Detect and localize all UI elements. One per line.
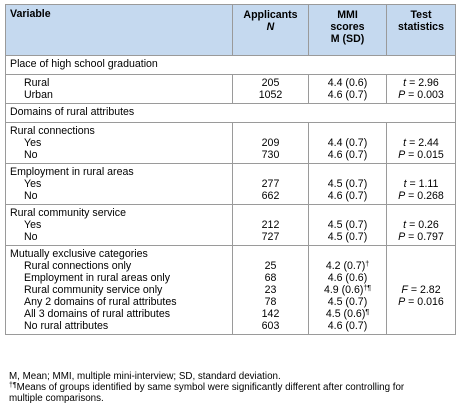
score-value: 4.4 (0.6) bbox=[327, 77, 368, 89]
significance-symbol: †¶ bbox=[363, 285, 372, 292]
n-value: 25 bbox=[264, 260, 277, 272]
n-value: 662 bbox=[261, 190, 280, 202]
row-label-yes: Yes bbox=[24, 219, 42, 231]
p-value: P = 0.268 bbox=[398, 190, 444, 202]
n-value: 205 bbox=[261, 77, 280, 89]
row-label: Any 2 domains of rural attributes bbox=[24, 296, 177, 308]
header-mmi-label: MMI bbox=[337, 9, 358, 21]
score-value: 4.6 (0.7) bbox=[327, 149, 368, 161]
n-value: 1052 bbox=[258, 89, 283, 101]
score-value: 4.6 (0.7) bbox=[327, 89, 368, 101]
n-value: 727 bbox=[261, 231, 280, 243]
header-mmi: MMI scores M (SD) bbox=[308, 4, 387, 56]
score-value: 4.6 (0.7) bbox=[327, 190, 368, 202]
p-value: P = 0.016 bbox=[398, 296, 444, 308]
row-label-urban: Urban bbox=[24, 89, 53, 101]
group-title-employment: Employment in rural areas bbox=[10, 166, 134, 178]
row-label-no: No bbox=[24, 190, 38, 202]
n-value: 78 bbox=[264, 296, 277, 308]
footnotes: M, Mean; MMI, multiple mini-interview; S… bbox=[9, 371, 455, 404]
significance-symbol: † bbox=[365, 261, 370, 268]
section-title-domains: Domains of rural attributes bbox=[5, 103, 456, 123]
row-label: No rural attributes bbox=[24, 320, 109, 332]
header-mmi-msd: M (SD) bbox=[330, 33, 365, 45]
row-label-yes: Yes bbox=[24, 137, 42, 149]
p-value: P = 0.797 bbox=[398, 231, 444, 243]
row-label-yes: Yes bbox=[24, 178, 42, 190]
row-label-rural: Rural bbox=[24, 77, 50, 89]
n-value: 730 bbox=[261, 149, 280, 161]
n-value: 603 bbox=[261, 320, 280, 332]
footnote-significance-cont: multiple comparisons. bbox=[9, 393, 104, 404]
score-value: 4.4 (0.7) bbox=[327, 137, 368, 149]
group-title-rural-connections: Rural connections bbox=[10, 125, 95, 137]
table-row: Mutually exclusive categories Rural conn… bbox=[5, 245, 456, 335]
table-row: Rural Urban 205 1052 4.4 (0.6) 4.6 (0.7)… bbox=[5, 74, 456, 104]
header-applicants: Applicants N bbox=[232, 4, 309, 56]
header-test-label: Test bbox=[410, 9, 432, 21]
group-title-community-service: Rural community service bbox=[10, 207, 126, 219]
row-label: Rural connections only bbox=[24, 260, 132, 272]
section-row-domains: Domains of rural attributes bbox=[5, 103, 456, 123]
score-value: 4.6 (0.6) bbox=[327, 272, 368, 284]
n-value: 23 bbox=[264, 284, 277, 296]
row-label: All 3 domains of rural attributes bbox=[24, 308, 171, 320]
footnote-symbols: †¶ bbox=[9, 382, 17, 389]
header-mmi-scores: scores bbox=[330, 21, 365, 33]
header-row: Variable Applicants N MMI scores M (SD) … bbox=[5, 4, 456, 56]
n-value: 277 bbox=[261, 178, 280, 190]
score-value: 4.5 (0.7) bbox=[327, 296, 368, 308]
score-value: 4.9 (0.6) bbox=[323, 284, 364, 296]
table-row: Employment in rural areas Yes No 277 662… bbox=[5, 163, 456, 205]
results-table: Variable Applicants N MMI scores M (SD) … bbox=[5, 4, 456, 335]
table-row: Rural connections Yes No 209 730 4.4 (0.… bbox=[5, 122, 456, 164]
table-row: Rural community service Yes No 212 727 4… bbox=[5, 204, 456, 246]
row-label-no: No bbox=[24, 231, 38, 243]
section-title-high-school: Place of high school graduation bbox=[5, 55, 456, 75]
header-applicants-label: Applicants bbox=[243, 9, 298, 21]
t-statistic: t = 2.96 bbox=[403, 77, 439, 89]
header-test: Test statistics bbox=[386, 4, 456, 56]
significance-symbol: ¶ bbox=[365, 309, 370, 316]
row-label: Rural community service only bbox=[24, 284, 163, 296]
row-label: Employment in rural areas only bbox=[24, 272, 171, 284]
header-applicants-n: N bbox=[266, 21, 275, 33]
score-value: 4.6 (0.7) bbox=[327, 320, 368, 332]
n-value: 142 bbox=[261, 308, 280, 320]
score-value: 4.5 (0.7) bbox=[327, 231, 368, 243]
footnote-abbreviations: M, Mean; MMI, multiple mini-interview; S… bbox=[9, 371, 281, 382]
row-label-no: No bbox=[24, 149, 38, 161]
group-title-exclusive: Mutually exclusive categories bbox=[10, 248, 148, 260]
p-value: P = 0.003 bbox=[398, 89, 444, 101]
t-statistic: t = 0.26 bbox=[403, 219, 439, 231]
score-value: 4.5 (0.7) bbox=[327, 178, 368, 190]
header-variable: Variable bbox=[5, 4, 233, 56]
p-value: P = 0.015 bbox=[398, 149, 444, 161]
t-statistic: t = 1.11 bbox=[403, 178, 439, 190]
score-value: 4.5 (0.6) bbox=[325, 308, 366, 320]
header-statistics-label: statistics bbox=[398, 21, 444, 33]
score-value: 4.2 (0.7) bbox=[325, 260, 366, 272]
t-statistic: t = 2.44 bbox=[403, 137, 439, 149]
f-statistic: F = 2.82 bbox=[401, 284, 441, 296]
score-value: 4.5 (0.7) bbox=[327, 219, 368, 231]
n-value: 212 bbox=[261, 219, 280, 231]
section-row-high-school: Place of high school graduation bbox=[5, 55, 456, 75]
footnote-significance: Means of groups identified by same symbo… bbox=[16, 382, 405, 393]
n-value: 68 bbox=[264, 272, 277, 284]
n-value: 209 bbox=[261, 137, 280, 149]
